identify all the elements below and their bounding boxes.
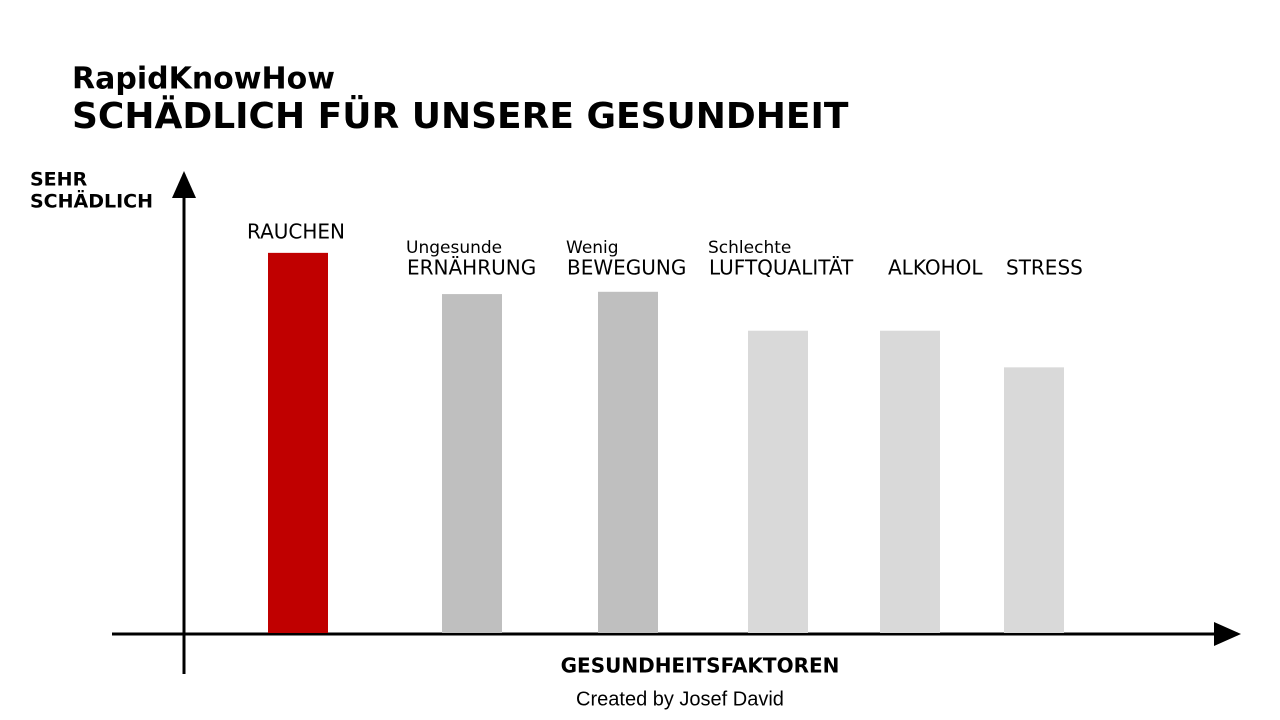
chart-title: SCHÄDLICH FÜR UNSERE GESUNDHEIT <box>72 95 849 137</box>
category-prefix: Schlechte <box>708 238 791 258</box>
bar <box>880 330 940 633</box>
category-label: ALKOHOL <box>888 256 983 280</box>
bar <box>748 330 808 633</box>
bar <box>1004 367 1064 633</box>
footer: Created by Josef David <box>576 688 784 710</box>
category-label: ERNÄHRUNG <box>407 256 536 280</box>
bar <box>598 291 658 633</box>
category-label: BEWEGUNG <box>567 256 686 280</box>
x-axis-label: GESUNDHEITSFAKTOREN <box>561 654 840 678</box>
category-prefix: Ungesunde <box>406 238 502 258</box>
y-axis-label: SCHÄDLICH <box>30 189 153 213</box>
category-label: LUFTQUALITÄT <box>709 256 854 280</box>
category-prefix: Wenig <box>566 238 619 258</box>
bar <box>442 294 502 633</box>
bar <box>268 252 328 634</box>
category-label: STRESS <box>1006 256 1083 280</box>
y-axis-label: SEHR <box>30 169 88 191</box>
brand: RapidKnowHow <box>72 62 335 97</box>
category-label: RAUCHEN <box>247 220 345 244</box>
